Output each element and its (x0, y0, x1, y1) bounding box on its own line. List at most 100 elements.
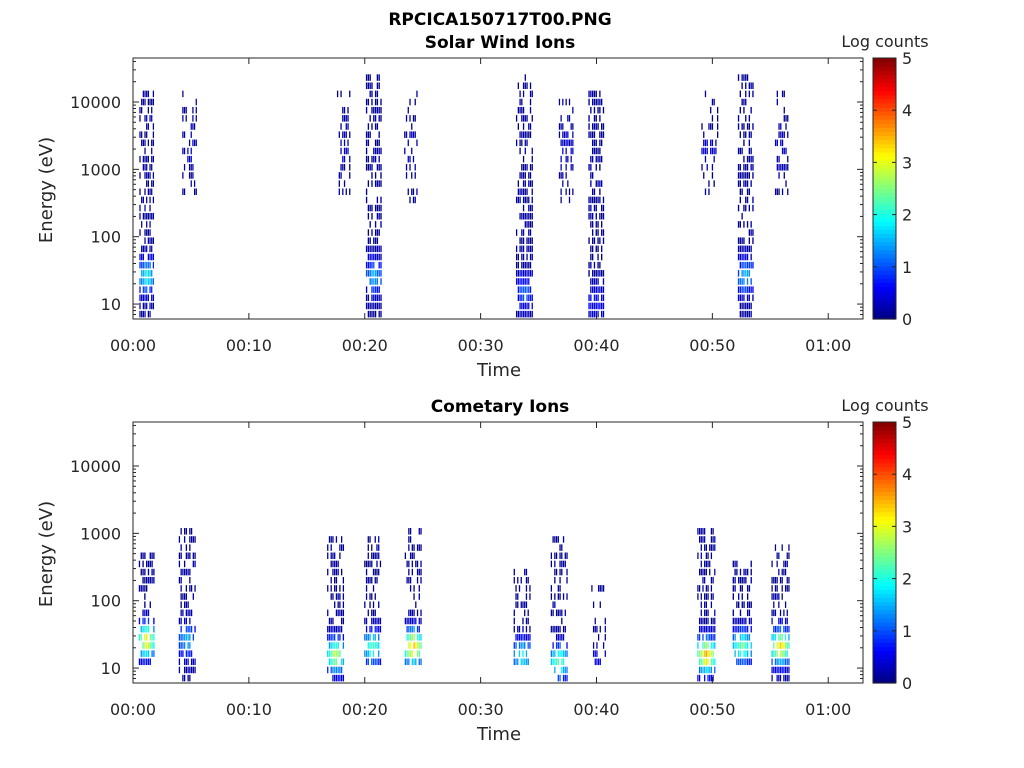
spectrogram-cell (785, 164, 787, 171)
spectrogram-cell (732, 576, 734, 584)
spectrogram-cell (594, 658, 596, 666)
spectrogram-cell (743, 155, 745, 163)
spectrogram-cell (343, 139, 346, 147)
spectrogram-cell (748, 123, 751, 130)
spectrogram-cell (554, 625, 556, 633)
spectrogram-cell (369, 204, 371, 212)
spectrogram-cell (521, 286, 523, 293)
spectrogram-cell (743, 106, 745, 114)
spectrogram-cell (701, 164, 703, 171)
spectrogram-cell (373, 286, 375, 293)
spectrogram-cell (408, 609, 410, 617)
spectrogram-cell (522, 106, 525, 114)
spectrogram-cell (522, 164, 525, 171)
spectrogram-cell (147, 155, 149, 163)
spectrogram-cell (190, 147, 192, 155)
spectrogram-cell (597, 310, 599, 318)
colorbar-segment (873, 115, 896, 120)
spectrogram-cell (597, 98, 599, 106)
spectrogram-cell (595, 278, 597, 285)
spectrogram-cell (564, 609, 566, 617)
spectrogram-cell (178, 666, 181, 674)
spectrogram-cell (529, 310, 532, 318)
spectrogram-cell (149, 253, 151, 261)
spectrogram-cell (776, 139, 778, 147)
spectrogram-cell (519, 106, 521, 114)
spectrogram-cell (567, 180, 569, 187)
burst-1 (178, 528, 196, 682)
colorbar-segment (873, 511, 896, 517)
spectrogram-cell (531, 155, 533, 163)
spectrogram-cell (149, 172, 151, 179)
spectrogram-cell (189, 552, 191, 560)
colorbar-segment (873, 560, 896, 566)
spectrogram-cell (590, 180, 592, 187)
spectrogram-cell (332, 617, 334, 625)
spectrogram-cell (774, 593, 777, 600)
spectrogram-cell (783, 609, 785, 617)
spectrogram-cell (525, 625, 528, 633)
spectrogram-cell (185, 625, 188, 633)
spectrogram-cell (330, 642, 332, 649)
spectrogram-cell (380, 212, 382, 220)
spectrogram-cell (330, 560, 332, 568)
spectrogram-cell (146, 164, 148, 171)
spectrogram-cell (572, 139, 574, 147)
spectrogram-cell (524, 131, 526, 138)
spectrogram-cell (151, 642, 153, 649)
spectrogram-cell (531, 188, 533, 196)
spectrogram-cell (187, 658, 189, 666)
spectrogram-cell (182, 642, 184, 649)
spectrogram-cell (374, 123, 377, 130)
y-tick-label: 1000 (80, 524, 121, 543)
spectrogram-cell (555, 642, 558, 649)
x-tick-label: 00:20 (342, 336, 388, 355)
spectrogram-cell (335, 625, 338, 633)
spectrogram-cell (734, 634, 736, 641)
colorbar-segment (873, 147, 896, 153)
spectrogram-cell (349, 131, 351, 138)
spectrogram-cell (189, 674, 191, 682)
spectrogram-cell (144, 188, 146, 196)
spectrogram-cell (334, 674, 336, 682)
spectrogram-cell (151, 278, 153, 285)
spectrogram-cell (378, 634, 380, 641)
spectrogram-cell (343, 164, 346, 171)
spectrogram-cell (738, 650, 740, 657)
spectrogram-cell (741, 576, 743, 584)
spectrogram-cell (526, 164, 528, 171)
spectrogram-cell (185, 106, 187, 114)
spectrogram-cell (705, 666, 707, 674)
spectrogram-cell (531, 212, 533, 220)
spectrogram-cell (376, 82, 379, 89)
colorbar-tick-label: 0 (902, 674, 912, 693)
spectrogram-cell (704, 147, 707, 155)
spectrogram-cell (147, 294, 149, 302)
spectrogram-cell (599, 131, 601, 138)
spectrogram-cell (369, 278, 371, 285)
spectrogram-cell (146, 278, 148, 285)
spectrogram-cell (330, 617, 332, 625)
spectrogram-cell (561, 609, 563, 617)
spectrogram-cell (529, 164, 532, 171)
spectrogram-cell (369, 237, 371, 244)
spectrogram-cell (570, 139, 572, 147)
spectrogram-cell (529, 172, 532, 179)
spectrogram-cell (750, 278, 752, 285)
spectrogram-cell (738, 642, 740, 649)
spectrogram-cell (601, 253, 603, 261)
spectrogram-cell (374, 310, 377, 318)
spectrogram-cell (185, 609, 188, 617)
spectrogram-cell (776, 642, 778, 649)
spectrogram-cell (746, 253, 749, 261)
spectrogram-cell (706, 147, 708, 155)
spectrogram-cell (185, 585, 188, 592)
spectrogram-cell (561, 544, 563, 551)
spectrogram-cell (776, 164, 778, 171)
spectrogram-cell (180, 576, 182, 584)
spectrogram-cell (739, 576, 742, 584)
spectrogram-cell (365, 568, 368, 576)
spectrogram-cell (739, 188, 742, 196)
spectrogram-cell (517, 270, 519, 277)
spectrogram-cell (420, 568, 422, 576)
